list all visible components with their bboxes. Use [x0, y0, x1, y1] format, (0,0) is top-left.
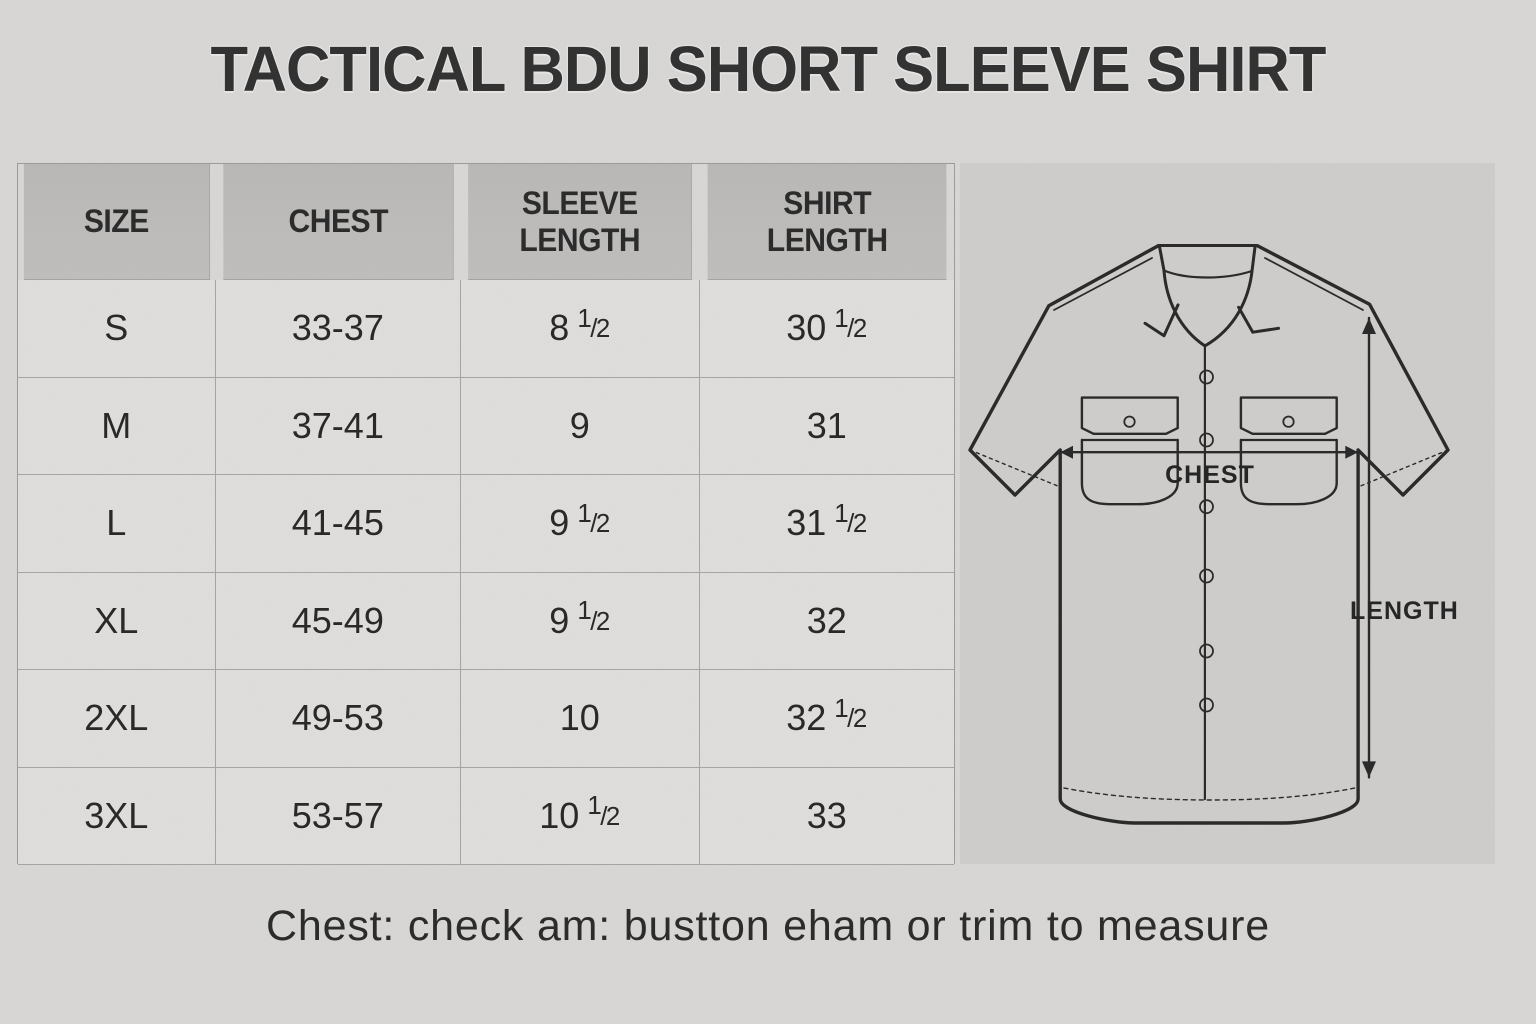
- svg-text:CHEST: CHEST: [1165, 461, 1255, 489]
- svg-text:LENGTH: LENGTH: [1350, 597, 1459, 625]
